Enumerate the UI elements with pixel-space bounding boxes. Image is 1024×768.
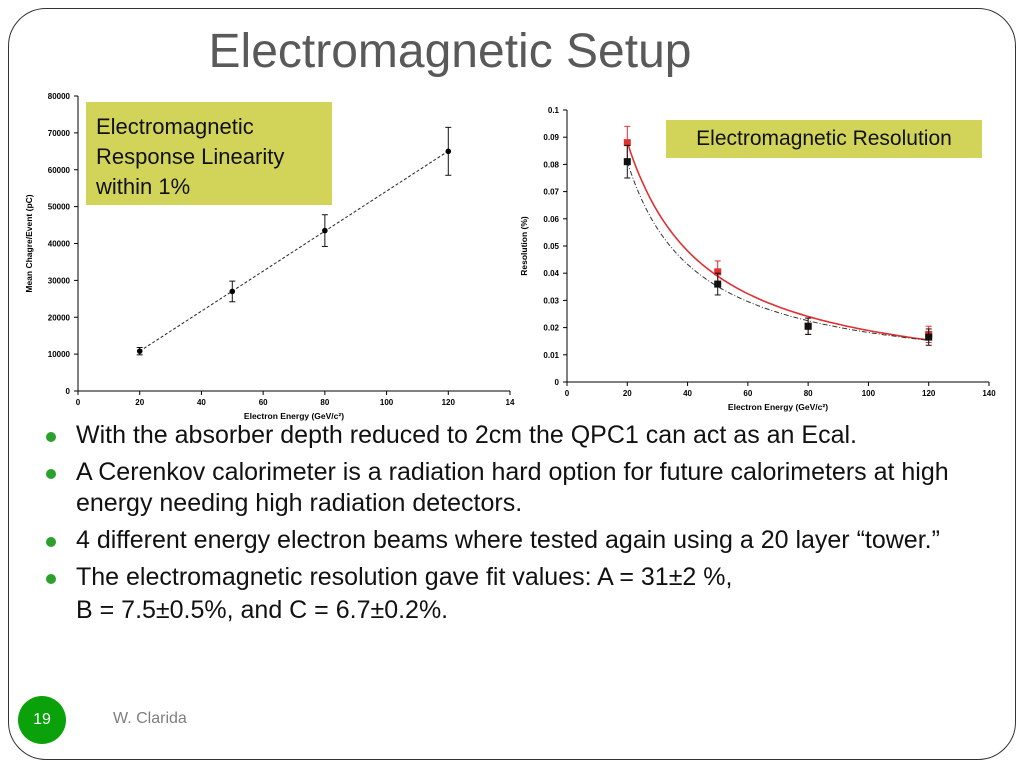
y-tick-label: 0.03 [543, 296, 559, 305]
x-tick-label: 40 [197, 398, 206, 407]
x-tick-label: 120 [442, 398, 456, 407]
bullet-text: The electromagnetic resolution gave fit … [76, 563, 733, 591]
y-tick-label: 0.06 [543, 215, 559, 224]
y-tick-label: 0.04 [543, 269, 559, 278]
x-tick-label: 100 [862, 389, 876, 398]
bullet-dot [46, 537, 56, 547]
y-tick-label: 30000 [48, 276, 71, 285]
y-axis-label: Resolution (%) [519, 216, 529, 276]
bullet-text: With the absorber depth reduced to 2cm t… [76, 421, 857, 449]
x-axis-label: Electron Energy (GeV/c²) [728, 402, 828, 412]
y-tick-label: 0.01 [543, 351, 559, 360]
x-tick-label: 60 [743, 389, 752, 398]
data-point [925, 333, 933, 341]
y-tick-label: 60000 [48, 166, 71, 175]
bullet-list: With the absorber depth reduced to 2cm t… [44, 420, 964, 632]
y-tick-label: 70000 [48, 129, 71, 138]
bullet-item: 4 different energy electron beams where … [44, 525, 964, 556]
y-tick-label: 40000 [48, 240, 71, 249]
x-axis-label: Electron Energy (GeV/c²) [244, 411, 344, 421]
x-tick-label: 0 [565, 389, 570, 398]
linearity-callout: Electromagnetic Response Linearity withi… [86, 102, 332, 205]
x-tick-label: 20 [623, 389, 632, 398]
data-point [714, 280, 722, 288]
author-footer: W. Clarida [113, 710, 187, 727]
fit-curve [626, 161, 929, 341]
x-tick-label: 120 [922, 389, 936, 398]
x-tick-label: 20 [135, 398, 144, 407]
y-axis-label: Mean Chagre/Event (pC) [24, 194, 34, 292]
linear-fit-line [139, 150, 449, 352]
y-tick-label: 0.1 [548, 106, 560, 115]
bullet-continuation: B = 7.5±0.5%, and C = 6.7±0.2%. [44, 595, 964, 626]
bullet-item: A Cerenkov calorimeter is a radiation ha… [44, 457, 964, 519]
y-tick-label: 0.07 [543, 188, 559, 197]
y-tick-label: 80000 [48, 92, 71, 101]
slide-title: Electromagnetic Setup [208, 25, 692, 78]
y-tick-label: 10000 [48, 350, 71, 359]
x-tick-label: 60 [259, 398, 268, 407]
fit-curve [626, 142, 929, 341]
resolution-chart: 0 0.01 0.02 0.03 0.04 0.05 0.06 0.07 0.08 0.09 0.1… [519, 106, 996, 412]
y-tick-label: 20000 [48, 313, 71, 322]
bullet-dot [46, 469, 56, 479]
x-tick-label: 40 [683, 389, 692, 398]
resolution-callout: Electromagnetic Resolution [666, 120, 982, 158]
data-point [445, 148, 452, 155]
x-tick-label: 80 [320, 398, 329, 407]
bullet-dot [46, 574, 56, 584]
bullet-text: A Cerenkov calorimeter is a radiation ha… [76, 458, 949, 517]
data-point [714, 268, 722, 276]
y-tick-label: 0.09 [543, 133, 559, 142]
x-tick-label: 14 [506, 398, 515, 407]
x-tick-label: 140 [982, 389, 996, 398]
data-point [804, 322, 812, 330]
bullet-text: 4 different energy electron beams where … [76, 526, 940, 554]
x-tick-label: 80 [804, 389, 813, 398]
bullet-item: The electromagnetic resolution gave fit … [44, 562, 964, 593]
y-tick-label: 0 [555, 378, 560, 387]
data-point [623, 158, 631, 166]
data-point [229, 288, 236, 295]
y-tick-label: 0.02 [543, 324, 559, 333]
y-tick-label: 0.05 [543, 242, 559, 251]
data-point [136, 348, 143, 354]
linearity-chart: 0 10000 20000 30000 40000 50000 60000 70000 8000… [24, 92, 515, 421]
bullet-item: With the absorber depth reduced to 2cm t… [44, 420, 964, 451]
y-tick-label: 50000 [48, 203, 71, 212]
x-tick-label: 0 [76, 398, 81, 407]
x-tick-label: 100 [380, 398, 394, 407]
data-point [322, 227, 328, 234]
bullet-dot [46, 432, 56, 442]
data-point [623, 139, 631, 147]
y-tick-label: 0 [66, 387, 71, 396]
page-number-badge: 19 [18, 696, 66, 744]
bullet-text: B = 7.5±0.5%, and C = 6.7±0.2%. [76, 596, 449, 624]
y-tick-label: 0.08 [543, 160, 559, 169]
